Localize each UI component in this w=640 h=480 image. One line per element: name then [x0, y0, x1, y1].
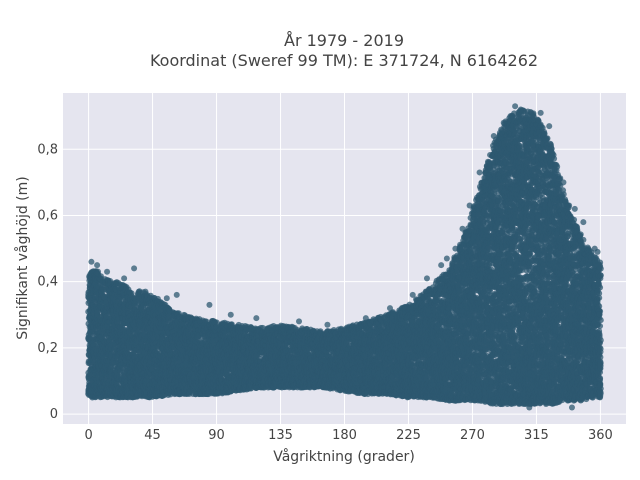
data-points [85, 103, 604, 411]
